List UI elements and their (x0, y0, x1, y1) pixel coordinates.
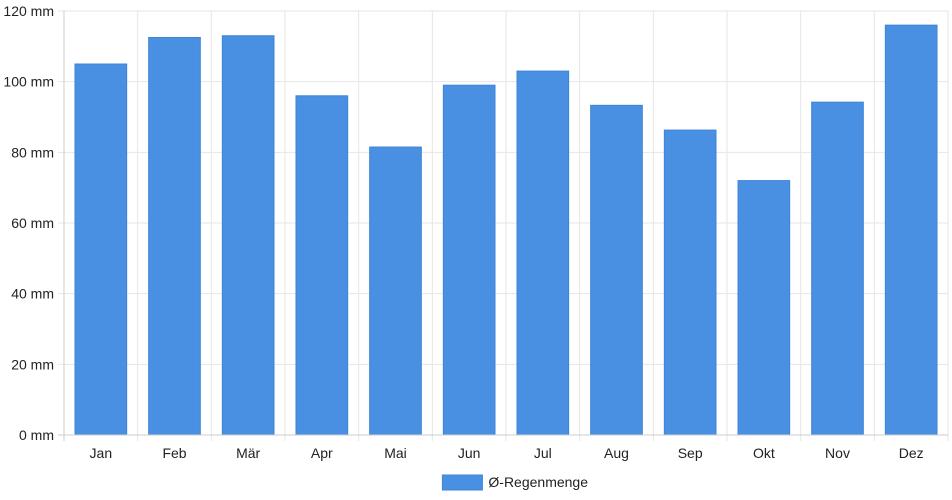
x-axis-ticks: Jan Feb Mär Apr Mai Jun Jul Aug Sep Okt Nov Dez (90, 445, 924, 461)
bar-okt[interactable] (737, 180, 791, 436)
bar-apr[interactable] (295, 95, 349, 436)
bar-jul[interactable] (516, 70, 570, 436)
bar-jun[interactable] (442, 84, 496, 436)
bar-sep[interactable] (663, 129, 717, 436)
x-tick-label: Mär (236, 445, 260, 461)
legend[interactable]: Ø-Regenmenge (441, 474, 588, 491)
bar-nov[interactable] (811, 101, 864, 436)
x-tick-label: Mai (384, 445, 407, 461)
bar-aug[interactable] (590, 104, 643, 436)
x-tick-label: Okt (753, 445, 775, 461)
x-tick-label: Jul (534, 445, 552, 461)
bar-mai[interactable] (369, 146, 422, 436)
bar-feb[interactable] (148, 37, 201, 436)
y-tick-label: 120 mm (3, 3, 54, 19)
x-tick-label: Apr (311, 445, 333, 461)
bars-layer (74, 24, 938, 436)
legend-label[interactable]: Ø-Regenmenge (488, 474, 588, 490)
x-tick-label: Aug (604, 445, 629, 461)
x-tick-label: Dez (899, 445, 924, 461)
x-tick-label: Jan (90, 445, 113, 461)
y-tick-label: 60 mm (11, 215, 54, 231)
x-tick-label: Feb (162, 445, 186, 461)
y-tick-label: 0 mm (19, 427, 54, 443)
y-tick-label: 20 mm (11, 356, 54, 372)
y-tick-label: 40 mm (11, 286, 54, 302)
y-tick-label: 80 mm (11, 144, 54, 160)
grid-layer (58, 10, 949, 441)
x-tick-label: Sep (678, 445, 703, 461)
bar-jan[interactable] (74, 63, 128, 436)
x-tick-label: Jun (458, 445, 481, 461)
y-tick-label: 100 mm (3, 74, 54, 90)
bar-dez[interactable] (884, 24, 938, 436)
x-tick-label: Nov (825, 445, 850, 461)
legend-swatch[interactable] (441, 474, 483, 491)
y-axis-ticks: 0 mm 20 mm 40 mm 60 mm 80 mm 100 mm 120 mm (3, 3, 54, 443)
bar-mär[interactable] (221, 35, 275, 436)
